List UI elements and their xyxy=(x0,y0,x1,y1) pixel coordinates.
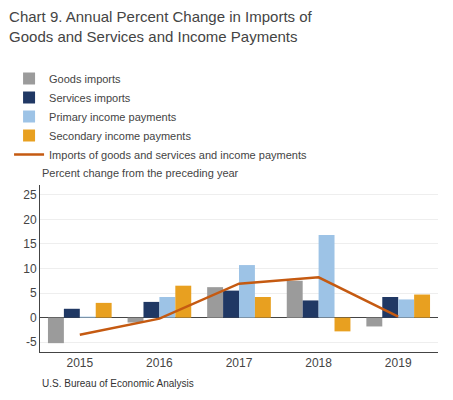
svg-text:2019: 2019 xyxy=(385,356,412,370)
svg-text:10: 10 xyxy=(23,262,37,276)
svg-text:Secondary income payments: Secondary income payments xyxy=(49,130,191,142)
svg-text:2016: 2016 xyxy=(146,356,173,370)
svg-text:2015: 2015 xyxy=(66,356,93,370)
svg-text:Imports of goods and services: Imports of goods and services and income… xyxy=(49,149,307,161)
svg-text:Chart 9. Annual Percent Change: Chart 9. Annual Percent Change in Import… xyxy=(9,8,313,45)
svg-text:-5: -5 xyxy=(26,335,37,349)
svg-text:20: 20 xyxy=(23,213,37,227)
svg-text:25: 25 xyxy=(23,188,37,202)
svg-text:5: 5 xyxy=(30,286,37,300)
svg-text:Services imports: Services imports xyxy=(49,92,131,104)
svg-text:Percent change from the preced: Percent change from the preceding year xyxy=(42,167,239,179)
svg-text:2018: 2018 xyxy=(305,356,332,370)
svg-text:U.S. Bureau of Economic Analys: U.S. Bureau of Economic Analysis xyxy=(42,378,194,389)
svg-text:Goods imports: Goods imports xyxy=(49,73,121,85)
svg-text:Primary income payments: Primary income payments xyxy=(49,111,177,123)
svg-text:15: 15 xyxy=(23,237,37,251)
svg-text:2017: 2017 xyxy=(226,356,253,370)
svg-text:0: 0 xyxy=(30,311,37,325)
